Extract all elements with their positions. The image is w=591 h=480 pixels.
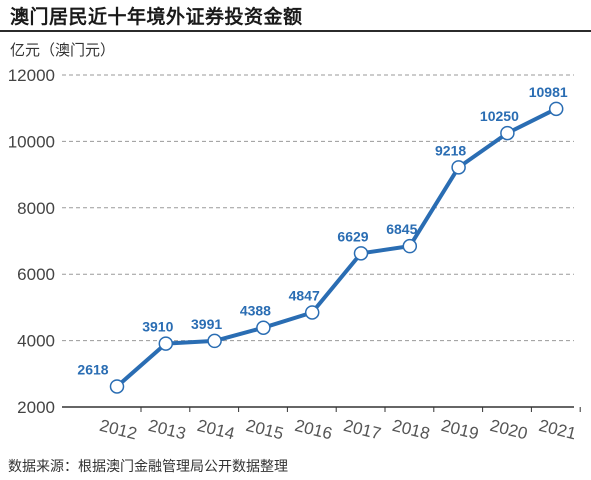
y-tick-label: 8000 <box>17 199 55 218</box>
series-polyline <box>115 107 558 388</box>
y-tick-label: 10000 <box>8 132 55 151</box>
data-point <box>451 160 466 175</box>
x-tick-label: 2012 <box>98 416 139 444</box>
x-tick-label: 2018 <box>390 416 431 444</box>
data-label: 3991 <box>191 316 222 332</box>
data-point <box>353 246 369 261</box>
data-point <box>402 238 418 254</box>
data-label: 4388 <box>240 303 271 319</box>
data-point <box>207 333 222 349</box>
data-label: 10981 <box>529 84 568 100</box>
series-line <box>115 107 558 388</box>
x-tick-label: 2015 <box>244 416 285 444</box>
y-tick-labels: 2000 4000 6000 8000 10000 12000 <box>8 66 55 417</box>
title-divider <box>0 30 591 32</box>
data-point <box>548 101 564 117</box>
data-point <box>304 305 320 320</box>
data-label: 6629 <box>337 228 368 244</box>
source-note: 数据来源：根据澳门金融管理局公开数据整理 <box>8 459 288 475</box>
x-tick-label: 2016 <box>293 416 334 444</box>
x-tick-label: 2019 <box>439 416 480 444</box>
data-labels: 2618 3910 3991 4388 4847 6629 6845 9218 10250 109… <box>77 84 567 378</box>
y-tick-label: 4000 <box>17 332 55 351</box>
data-point <box>158 336 174 351</box>
x-tick-label: 2020 <box>488 416 529 444</box>
data-point <box>256 320 271 335</box>
data-label: 3910 <box>142 319 173 335</box>
data-label: 4847 <box>289 287 320 303</box>
y-tick-label: 6000 <box>17 265 55 284</box>
y-tick-label: 12000 <box>8 66 55 85</box>
x-tick-label: 2013 <box>146 416 187 444</box>
data-points <box>109 101 564 394</box>
chart-title: 澳门居民近十年境外证券投资金额 <box>10 6 303 28</box>
x-tick-labels: 2012 2013 2014 2015 2016 2017 2018 2019 2020 2021 <box>98 407 581 443</box>
data-point <box>109 379 125 394</box>
y-tick-label: 2000 <box>17 398 55 417</box>
data-label: 2618 <box>77 361 108 377</box>
data-label: 10250 <box>480 108 519 124</box>
x-tick-label: 2021 <box>537 416 578 444</box>
data-point <box>500 125 515 141</box>
x-tick-label: 2014 <box>195 416 236 444</box>
x-tick-label: 2017 <box>342 416 383 444</box>
data-label: 6845 <box>386 221 417 237</box>
data-label: 9218 <box>435 142 466 158</box>
gridlines <box>62 74 574 408</box>
y-axis-unit-label: 亿元（澳门元） <box>10 41 116 59</box>
